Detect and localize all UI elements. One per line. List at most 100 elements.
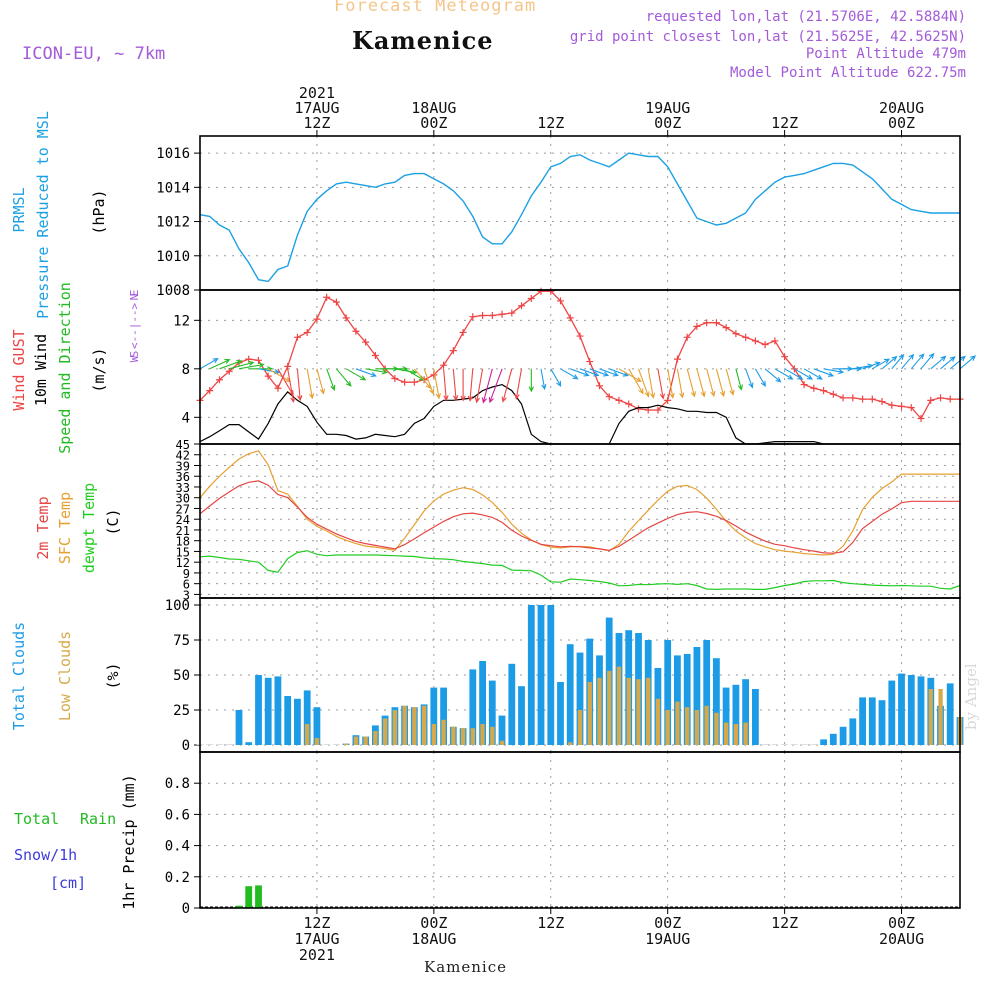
low-cloud-bar [490, 726, 495, 745]
time-label-top: 18AUG [411, 99, 456, 117]
wind-arrow [920, 352, 935, 370]
wind-arrow [287, 368, 296, 404]
low-cloud-bar [675, 701, 680, 745]
low-cloud-bar [938, 689, 943, 745]
label-c: (C) [104, 508, 122, 535]
low-cloud-bar [431, 724, 436, 745]
requested-coords: requested lon,lat (21.5706E, 42.5884N) [645, 9, 966, 25]
wind-arrow [277, 368, 294, 397]
gust-marker [410, 378, 418, 386]
total-cloud-bar [849, 718, 857, 745]
wind-arrow [901, 353, 915, 370]
time-label-bottom: 2021 [299, 946, 335, 964]
wind-arrow [579, 368, 600, 377]
low-cloud-bar [928, 689, 933, 745]
dewpoint-line [199, 550, 961, 591]
wind-arrow [949, 355, 966, 370]
gust-marker [401, 378, 409, 386]
y-tick-label: 21 [176, 524, 190, 538]
total-cloud-bar [722, 687, 730, 745]
gust-marker [342, 314, 350, 322]
gust-marker [868, 395, 876, 403]
time-label-bottom: 18AUG [411, 930, 456, 948]
label-2m-temp: 2m Temp [34, 496, 52, 559]
gust-marker [391, 375, 399, 383]
label-ms: (m/s) [90, 347, 108, 392]
wind-arrow [528, 368, 534, 393]
y-tick-label: 8 [182, 362, 190, 378]
y-tick-label: 9 [183, 567, 190, 581]
low-cloud-bar [470, 728, 475, 745]
label-hpa: (hPa) [90, 189, 108, 234]
low-cloud-bar [353, 736, 359, 745]
gust-marker [313, 315, 321, 323]
compass-we: W <--|--> E [128, 290, 141, 363]
wind-arrow [219, 359, 243, 370]
total-cloud-bar [742, 679, 749, 745]
wind-arrow [774, 368, 794, 380]
low-cloud-bar [597, 677, 602, 745]
rain-bar [255, 885, 262, 908]
gust-marker [732, 330, 740, 338]
y-tick-label: 25 [173, 703, 190, 719]
total-cloud-bar [800, 744, 808, 745]
wind-arrow [335, 368, 352, 387]
total-cloud-bar [294, 698, 301, 745]
gust-marker [859, 395, 867, 403]
low-cloud-bar [646, 677, 651, 745]
low-cloud-bar [392, 710, 397, 745]
gust-marker [284, 362, 292, 370]
wind-arrow [618, 368, 642, 383]
total-cloud-bar [430, 687, 438, 745]
total-cloud-bar [713, 658, 720, 745]
total-cloud-bar [518, 686, 525, 745]
low-cloud-bar [441, 719, 446, 745]
rain-bar [245, 886, 253, 908]
y-tick-label: 100 [165, 598, 190, 614]
y-tick-label: 75 [173, 633, 190, 649]
gust-marker [761, 341, 769, 349]
wind-arrow [540, 368, 547, 391]
low-cloud-bar [363, 736, 368, 745]
wind-arrow [940, 356, 956, 370]
y-tick-label: 0 [182, 901, 190, 917]
gust-marker [440, 361, 448, 369]
label-low-clouds: Low Clouds [56, 631, 74, 721]
wind-arrow [784, 368, 804, 380]
wind-arrow [959, 355, 977, 370]
time-label-bottom: 00Z [420, 914, 447, 932]
time-label-bottom: 19AUG [645, 930, 690, 948]
total-cloud-bar [333, 744, 340, 745]
wind-arrow [686, 368, 697, 398]
y-tick-label: 0.8 [165, 776, 190, 792]
total-cloud-bar [323, 744, 331, 745]
low-cloud-bar [412, 707, 417, 745]
time-label-top: 00Z [420, 114, 447, 132]
y-tick-label: 0.2 [165, 870, 190, 886]
time-label-top: 00Z [888, 114, 915, 132]
gust-marker [800, 381, 808, 389]
total-cloud-bar [469, 669, 477, 745]
low-cloud-bar [616, 666, 622, 745]
wind-arrow [199, 357, 219, 370]
gust-marker [810, 384, 818, 392]
wind-arrow [754, 368, 766, 387]
label-prmsl: PRMSL [10, 187, 28, 232]
total-cloud-bar [576, 652, 584, 745]
wind-arrow [609, 368, 629, 377]
wind-arrow [365, 368, 388, 375]
wind-arrow [326, 368, 336, 391]
y-tick-label: 42 [176, 449, 190, 463]
time-label-top: 20AUG [879, 99, 924, 117]
total-cloud-bar [674, 655, 681, 745]
gust-marker [888, 401, 896, 409]
wind-arrow [306, 368, 315, 400]
gust-marker [479, 311, 487, 319]
panel-bg [200, 752, 960, 908]
wind-arrow [764, 368, 782, 383]
gust-marker [625, 400, 633, 408]
gust-marker [254, 356, 262, 364]
wind-arrow [813, 368, 835, 377]
gust-marker [576, 332, 584, 340]
